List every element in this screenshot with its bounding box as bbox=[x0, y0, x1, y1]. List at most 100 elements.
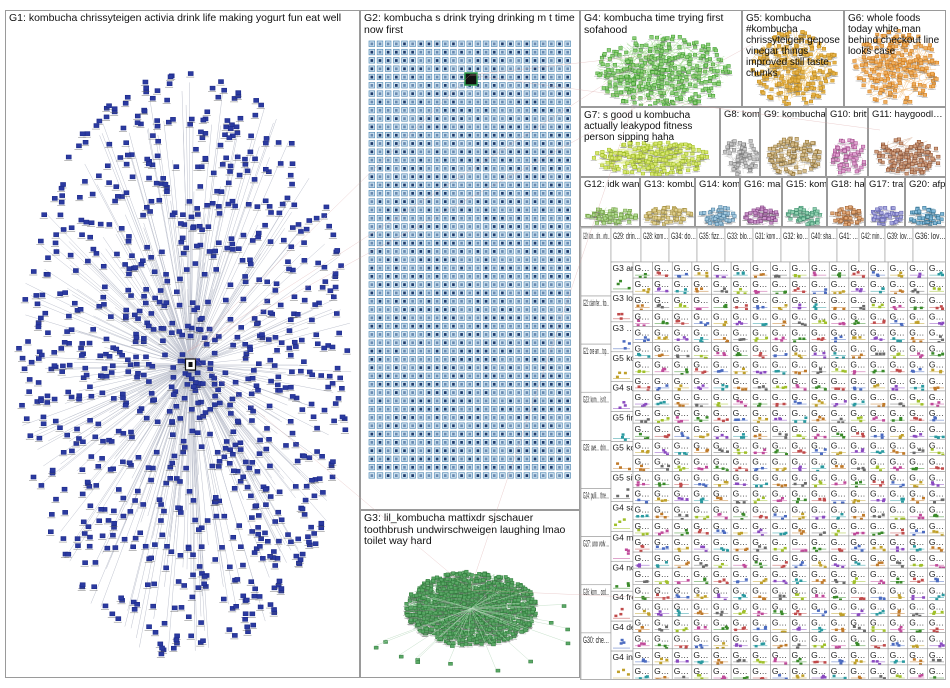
node-icon bbox=[452, 133, 455, 137]
node bbox=[60, 450, 67, 455]
node bbox=[173, 476, 180, 481]
node bbox=[285, 532, 291, 537]
node-icon bbox=[550, 283, 553, 287]
node-icon bbox=[460, 416, 463, 419]
node-icon bbox=[443, 225, 447, 228]
node-icon bbox=[484, 208, 488, 212]
node-icon bbox=[435, 308, 439, 311]
node-icon bbox=[394, 308, 398, 311]
node-icon bbox=[525, 191, 529, 195]
node-icon bbox=[566, 407, 569, 411]
node-icon bbox=[403, 283, 406, 287]
node bbox=[164, 189, 170, 194]
node bbox=[301, 359, 307, 364]
node-icon bbox=[370, 432, 374, 436]
node-icon bbox=[386, 399, 390, 403]
node-icon bbox=[370, 225, 374, 228]
node-icon bbox=[403, 216, 406, 220]
node bbox=[215, 387, 221, 393]
node-icon bbox=[484, 42, 488, 46]
node bbox=[21, 366, 28, 372]
node bbox=[272, 288, 279, 293]
node bbox=[166, 81, 173, 86]
node-icon bbox=[533, 208, 537, 212]
node-icon bbox=[558, 108, 561, 112]
node-icon bbox=[566, 465, 569, 469]
node-icon bbox=[419, 465, 423, 469]
node-icon bbox=[517, 349, 521, 353]
node bbox=[195, 585, 202, 590]
node-icon bbox=[492, 465, 496, 469]
node-icon bbox=[476, 266, 480, 270]
node-icon bbox=[468, 283, 472, 287]
node-icon bbox=[435, 183, 439, 187]
node-icon bbox=[394, 316, 398, 320]
node-icon bbox=[427, 291, 431, 295]
node-icon bbox=[468, 233, 472, 237]
node-icon bbox=[419, 283, 423, 287]
node-icon bbox=[394, 150, 398, 154]
node-icon bbox=[533, 200, 537, 204]
node bbox=[171, 453, 178, 459]
node bbox=[250, 622, 257, 628]
node-icon bbox=[566, 333, 569, 336]
node bbox=[313, 215, 320, 221]
node-icon bbox=[492, 407, 496, 411]
node-icon bbox=[435, 167, 439, 170]
node bbox=[28, 359, 35, 365]
node bbox=[57, 425, 63, 431]
node bbox=[82, 365, 89, 371]
node bbox=[301, 258, 308, 263]
node-icon bbox=[394, 382, 398, 386]
node bbox=[223, 439, 230, 444]
node bbox=[163, 300, 170, 305]
node-icon bbox=[386, 92, 390, 96]
node bbox=[252, 156, 258, 162]
node-icon bbox=[517, 167, 521, 170]
node-icon bbox=[411, 125, 414, 129]
node-icon bbox=[443, 308, 447, 311]
node bbox=[109, 611, 116, 617]
node bbox=[288, 539, 294, 545]
node-icon bbox=[517, 357, 521, 361]
node-icon bbox=[411, 399, 414, 403]
node-icon bbox=[378, 333, 382, 336]
node bbox=[289, 369, 295, 375]
node bbox=[217, 142, 224, 148]
node-icon bbox=[476, 382, 480, 386]
node bbox=[102, 284, 108, 290]
node-icon bbox=[403, 416, 406, 419]
node-icon bbox=[501, 349, 504, 353]
node-icon bbox=[378, 341, 382, 345]
node-icon bbox=[484, 158, 488, 162]
node bbox=[90, 327, 96, 332]
node bbox=[147, 209, 153, 214]
node bbox=[84, 131, 91, 136]
node-icon bbox=[378, 92, 382, 96]
node-icon bbox=[517, 374, 521, 378]
node-icon bbox=[452, 349, 455, 353]
node-icon bbox=[533, 399, 537, 403]
node bbox=[26, 389, 32, 394]
node bbox=[61, 340, 68, 345]
node-icon bbox=[550, 258, 553, 262]
node-icon bbox=[558, 84, 561, 87]
node-icon bbox=[394, 117, 398, 121]
node-icon bbox=[541, 308, 545, 311]
node-icon bbox=[541, 241, 545, 245]
node-icon bbox=[533, 299, 537, 303]
node-icon bbox=[452, 465, 455, 469]
node-icon bbox=[484, 374, 488, 378]
node-icon bbox=[541, 299, 545, 303]
node bbox=[161, 508, 167, 514]
node-icon bbox=[525, 316, 529, 320]
node bbox=[152, 295, 158, 301]
node bbox=[107, 467, 114, 472]
node-icon bbox=[403, 399, 406, 403]
node-icon bbox=[403, 324, 406, 328]
node-icon bbox=[492, 175, 496, 179]
node-icon bbox=[378, 291, 382, 295]
node bbox=[218, 79, 224, 84]
node-icon bbox=[378, 274, 382, 278]
node bbox=[125, 287, 132, 293]
